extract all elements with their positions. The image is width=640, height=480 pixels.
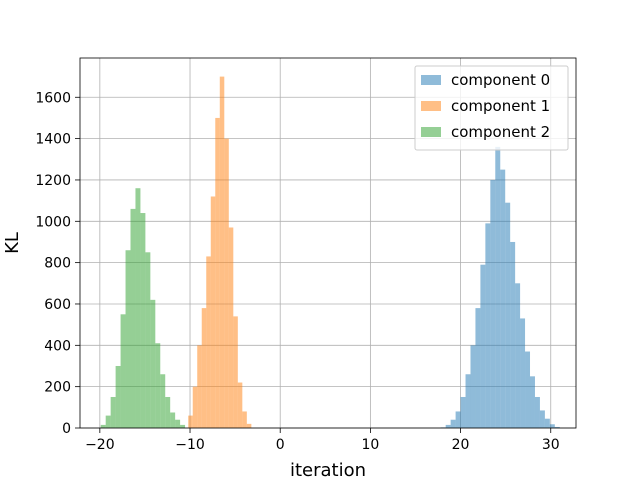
histogram-bar [192,386,198,428]
y-tick-label: 800 [44,256,71,272]
histogram-bar [233,316,238,428]
histogram-bar [455,411,461,428]
x-tick-label: 0 [276,437,285,453]
histogram-bar [160,374,166,428]
histogram-bar [145,252,151,428]
legend-label: component 2 [451,123,550,141]
histogram-bar [554,426,560,428]
histogram-bar [520,318,526,428]
y-axis-label: KL [2,232,23,254]
plot-frame [79,57,577,429]
histogram-bar [125,250,131,428]
y-ticks: 0 200 400 600 800 1000 1200 1400 1600 [35,90,80,437]
histogram-bar [505,202,511,428]
y-tick-label: 600 [44,297,71,313]
histogram-bar [539,410,545,428]
histogram-bar [197,345,202,428]
histogram-bar [130,208,136,428]
histogram-bar [170,412,176,428]
histogram-bar [242,411,247,428]
series-0-bars [440,146,560,428]
histogram-bar [525,351,531,428]
legend-label: component 0 [451,71,550,89]
histogram-bar [515,283,521,428]
legend: component 0 component 1 component 2 [414,65,569,151]
legend-swatch [421,101,441,111]
legend-box [414,65,569,151]
histogram-bar [215,117,220,428]
histogram-bar [500,169,506,428]
series-2-bars [100,188,186,428]
x-tick-label: −10 [175,437,205,453]
x-tick-label: −20 [85,437,115,453]
legend-swatch [421,75,441,85]
histogram-bar [165,396,171,428]
x-axis-label: iteration [290,460,366,480]
histogram-bar [201,308,207,428]
histogram-bar [530,376,535,428]
histogram-bar [219,76,225,428]
y-tick-label: 1600 [35,90,71,106]
histogram-bar [115,365,121,428]
histogram-bar [188,415,193,428]
y-tick-label: 1000 [35,214,71,230]
histogram-bar [206,256,211,428]
y-tick-label: 0 [62,421,71,437]
y-tick-label: 400 [44,338,71,354]
legend-label: component 1 [451,97,550,115]
histogram-bar [135,188,141,428]
histogram-bar [228,227,234,428]
x-ticks: −20 −10 0 10 20 30 [85,428,560,453]
histogram-bar [140,213,146,428]
x-tick-label: 30 [542,437,560,453]
histogram-bar [445,424,451,428]
histogram-bar [510,241,516,428]
x-tick-label: 20 [452,437,470,453]
histogram-bar [224,138,229,428]
histogram-bar [155,343,161,428]
histogram-bar [110,396,116,428]
y-tick-label: 1400 [35,132,71,148]
histogram-bar [534,396,540,428]
histogram-bar [120,314,126,428]
bars [100,76,560,428]
histogram-bar [549,424,555,428]
histogram-bar [480,264,486,428]
histogram-bar [237,382,243,428]
y-tick-label: 200 [44,380,71,396]
histogram-bar [210,196,216,428]
histogram-bar [470,345,476,428]
histogram-bar [460,396,466,428]
histogram-bar [105,415,111,428]
histogram-bar [175,419,181,428]
histogram-bar [450,419,456,428]
histogram-bar [246,423,252,428]
histogram-bar [180,424,186,428]
histogram-bar [485,223,491,428]
legend-swatch [421,127,441,137]
histogram-bar [475,308,481,428]
histogram-bar [544,418,550,428]
histogram-bar [490,179,496,428]
histogram-bar [150,299,156,428]
histogram-bar [495,146,501,428]
series-1-bars [188,76,252,428]
y-tick-label: 1200 [35,173,71,189]
x-tick-label: 10 [361,437,379,453]
histogram-bar [465,374,471,428]
histogram-bar [100,424,106,428]
